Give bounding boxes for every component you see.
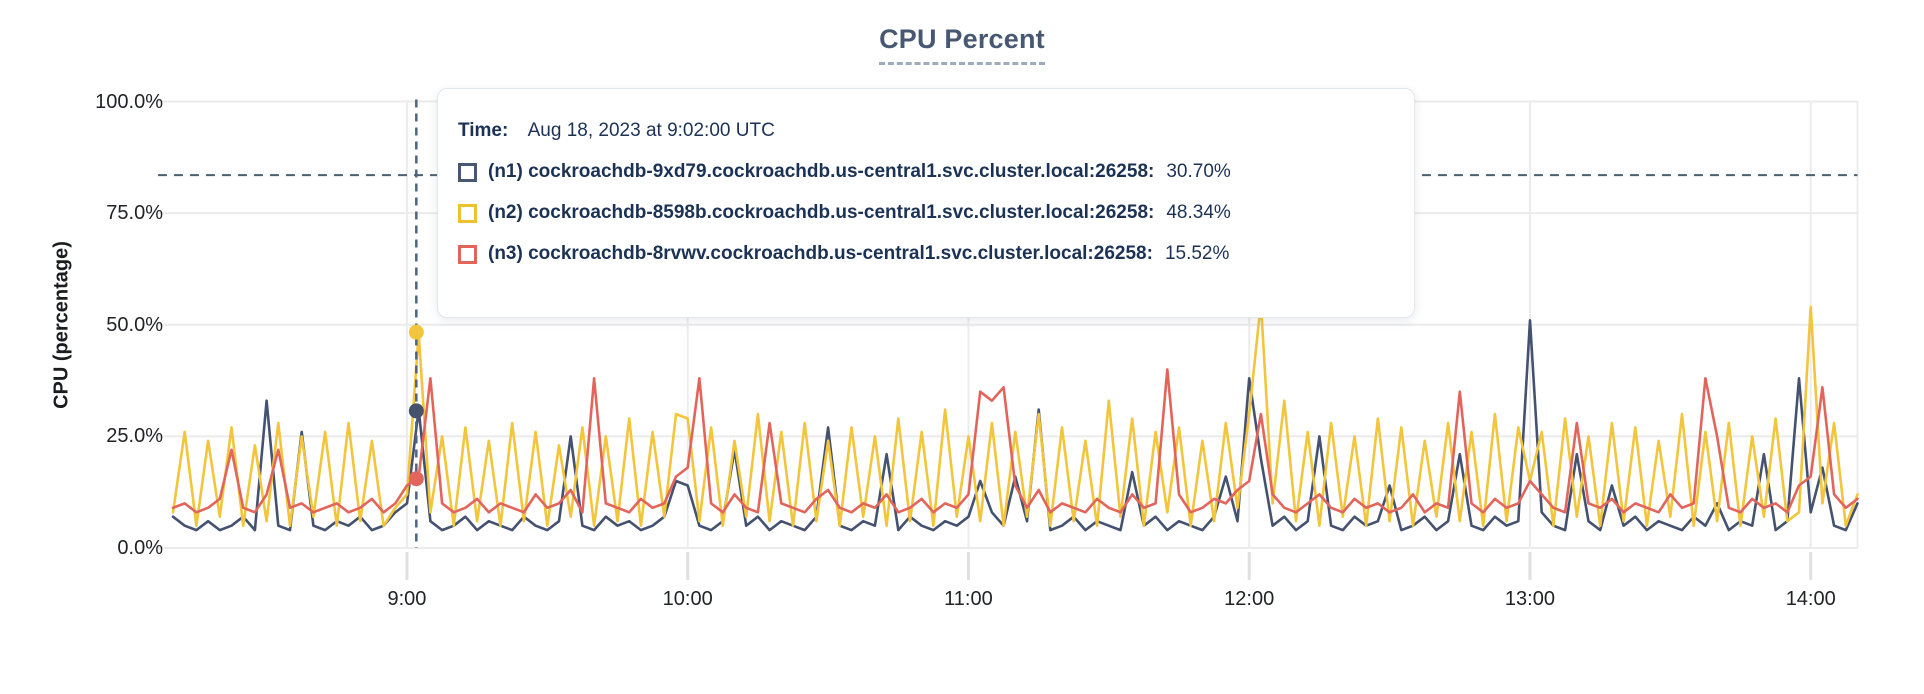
hover-point (408, 324, 424, 340)
tooltip-n3-name: (n3) cockroachdb-8rvwv.cockroachdb.us-ce… (488, 243, 1153, 264)
y-tick-label: 50.0% (106, 313, 163, 336)
chart-title: CPU Percent (879, 24, 1045, 65)
tooltip-time-value: Aug 18, 2023 at 9:02:00 UTC (527, 120, 775, 141)
tooltip-n1-name: (n1) cockroachdb-9xd79.cockroachdb.us-ce… (488, 161, 1155, 182)
tooltip-n2-value: 48.34% (1166, 202, 1231, 223)
x-tick-label: 10:00 (662, 588, 713, 610)
tooltip-row-n3: (n3) cockroachdb-8rvwv.cockroachdb.us-ce… (458, 243, 1394, 265)
n2-legend-swatch-icon (458, 203, 477, 223)
tooltip-n2-name: (n2) cockroachdb-8598b.cockroachdb.us-ce… (488, 202, 1155, 223)
chart-tooltip: Time: Aug 18, 2023 at 9:02:00 UTC (n1) c… (437, 88, 1415, 318)
y-tick-label: 75.0% (106, 202, 163, 225)
tooltip-time-label: Time: (458, 120, 509, 141)
series-line (171, 301, 1859, 528)
tooltip-row-n2: (n2) cockroachdb-8598b.cockroachdb.us-ce… (458, 202, 1394, 224)
x-tick-label: 14:00 (1785, 588, 1836, 610)
n3-legend-swatch-icon (458, 244, 477, 264)
hover-point (408, 403, 424, 419)
x-tick-label: 13:00 (1504, 588, 1555, 610)
y-tick-label: 0.0% (117, 537, 163, 559)
y-tick-label: 100.0% (95, 90, 163, 113)
n1-legend-swatch-icon (458, 162, 477, 182)
tooltip-n1-value: 30.70% (1166, 161, 1231, 182)
x-tick-label: 9:00 (387, 588, 427, 610)
x-tick-label: 12:00 (1224, 588, 1275, 610)
series-line (171, 368, 1859, 514)
x-tick-label: 11:00 (944, 588, 993, 610)
hover-point (408, 471, 424, 487)
tooltip-time-row: Time: Aug 18, 2023 at 9:02:00 UTC (458, 120, 1394, 142)
tooltip-row-n1: (n1) cockroachdb-9xd79.cockroachdb.us-ce… (458, 161, 1394, 183)
chart-title-wrap: CPU Percent (0, 24, 1924, 65)
tooltip-n3-value: 15.52% (1164, 243, 1230, 264)
y-tick-label: 25.0% (106, 425, 163, 448)
